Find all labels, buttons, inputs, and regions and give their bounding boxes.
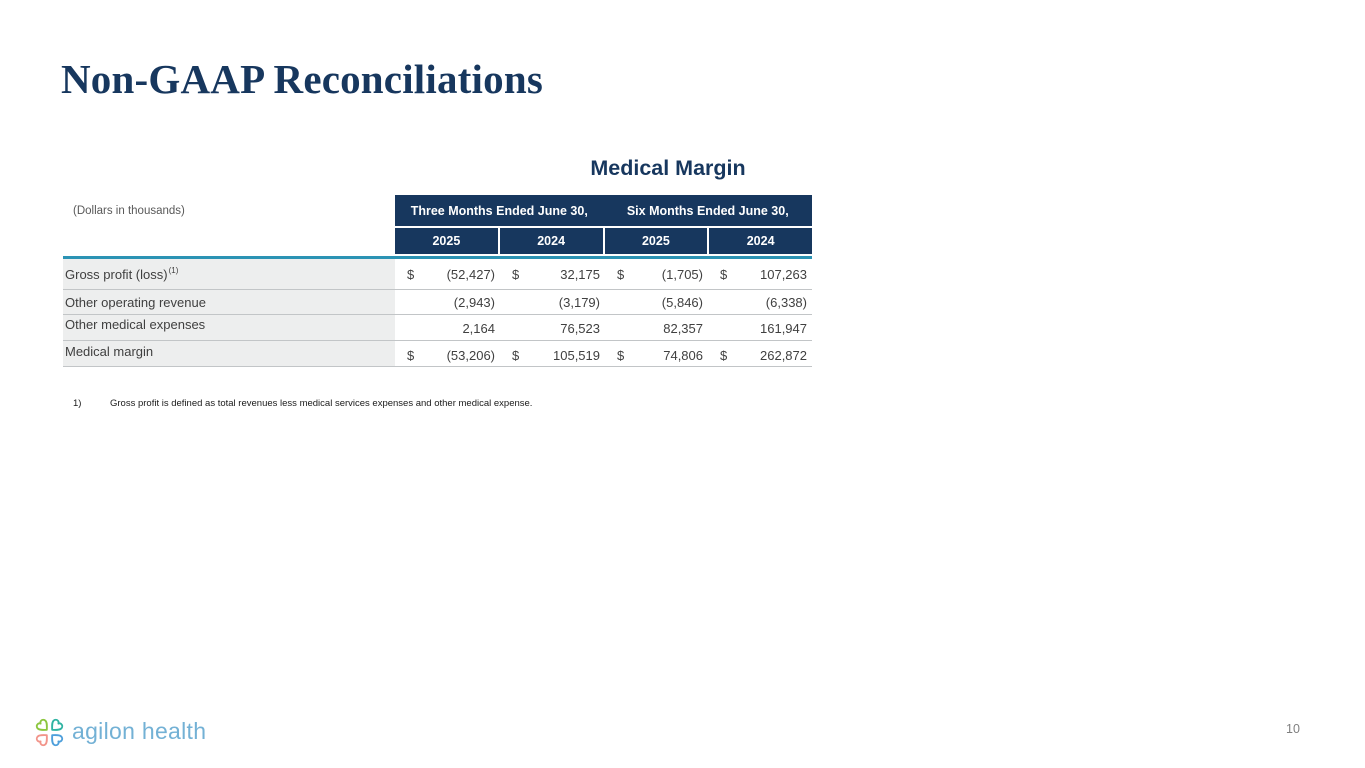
year-header-2025-q: 2025 [395,228,498,254]
page-number: 10 [1286,722,1300,736]
table-row-medical-margin: Medical margin $ (53,206) $105,519 $74,80… [63,341,812,367]
value-cell: (6,338) [765,294,807,310]
logo-wordmark: agilon health [72,718,207,744]
dollar-sign: $ [512,348,520,363]
group-header-row: Three Months Ended June 30, Six Months E… [395,195,812,226]
value-cell: $105,519 [512,348,600,363]
agilon-clover-icon [35,718,64,747]
value-cell: 82,357 [663,321,703,336]
dollar-sign: $ [512,266,520,282]
year-header-2025-h: 2025 [604,228,708,254]
dollar-sign: $ [407,348,415,363]
value-cell: $32,175 [512,266,600,282]
units-note: (Dollars in thousands) [73,205,185,217]
row-label: Medical margin [63,341,395,366]
value-cell: (2,943) [453,294,495,310]
table-heading: Medical Margin [590,156,746,180]
table-row-other-operating-revenue: Other operating revenue (2,943) (3,179) … [63,290,812,315]
value-cell: 161,947 [760,321,807,336]
dollar-sign: $ [617,348,625,363]
group-header-six-months: Six Months Ended June 30, [626,203,789,218]
year-header-row: 2025 2024 2025 2024 [395,228,812,254]
group-header-three-months: Three Months Ended June 30, [410,203,588,218]
value-cell: $262,872 [720,348,807,363]
footnote: 1) Gross profit is defined as total reve… [73,398,532,409]
dollar-sign: $ [617,266,625,282]
value-cell: (3,179) [558,294,600,310]
row-label: Other medical expenses [63,315,395,340]
agilon-health-logo: agilon health [32,715,206,750]
row-label: Other operating revenue [63,290,395,314]
value-cell: $ (1,705) [617,266,703,282]
dollar-sign: $ [720,266,728,282]
value-cell: $107,263 [720,266,807,282]
slide-title: Non-GAAP Reconciliations [61,56,543,102]
value-cell: $ (52,427) [407,266,495,282]
value-cell: 2,164 [462,321,495,336]
table-row-other-medical-expenses: Other medical expenses 2,164 76,523 82,3… [63,315,812,341]
footnote-ref: (1) [168,266,179,275]
row-label: Gross profit (loss) (1) [63,259,395,289]
year-header-2024-q: 2024 [499,228,603,254]
value-cell: 76,523 [560,321,600,336]
value-cell: $ (53,206) [407,348,495,363]
table-row-gross-profit: Gross profit (loss) (1) $ (52,427) $32,175… [63,259,812,290]
footnote-number: 1) [73,398,82,409]
table-body: Gross profit (loss) (1) $ (52,427) $32,175… [63,259,812,367]
value-cell: (5,846) [661,294,703,310]
footnote-text: Gross profit is defined as total revenue… [110,398,533,409]
table-top-rule [63,256,812,259]
dollar-sign: $ [720,348,728,363]
dollar-sign: $ [407,266,415,282]
value-cell: $74,806 [617,348,703,363]
year-header-2024-h: 2024 [709,228,812,254]
